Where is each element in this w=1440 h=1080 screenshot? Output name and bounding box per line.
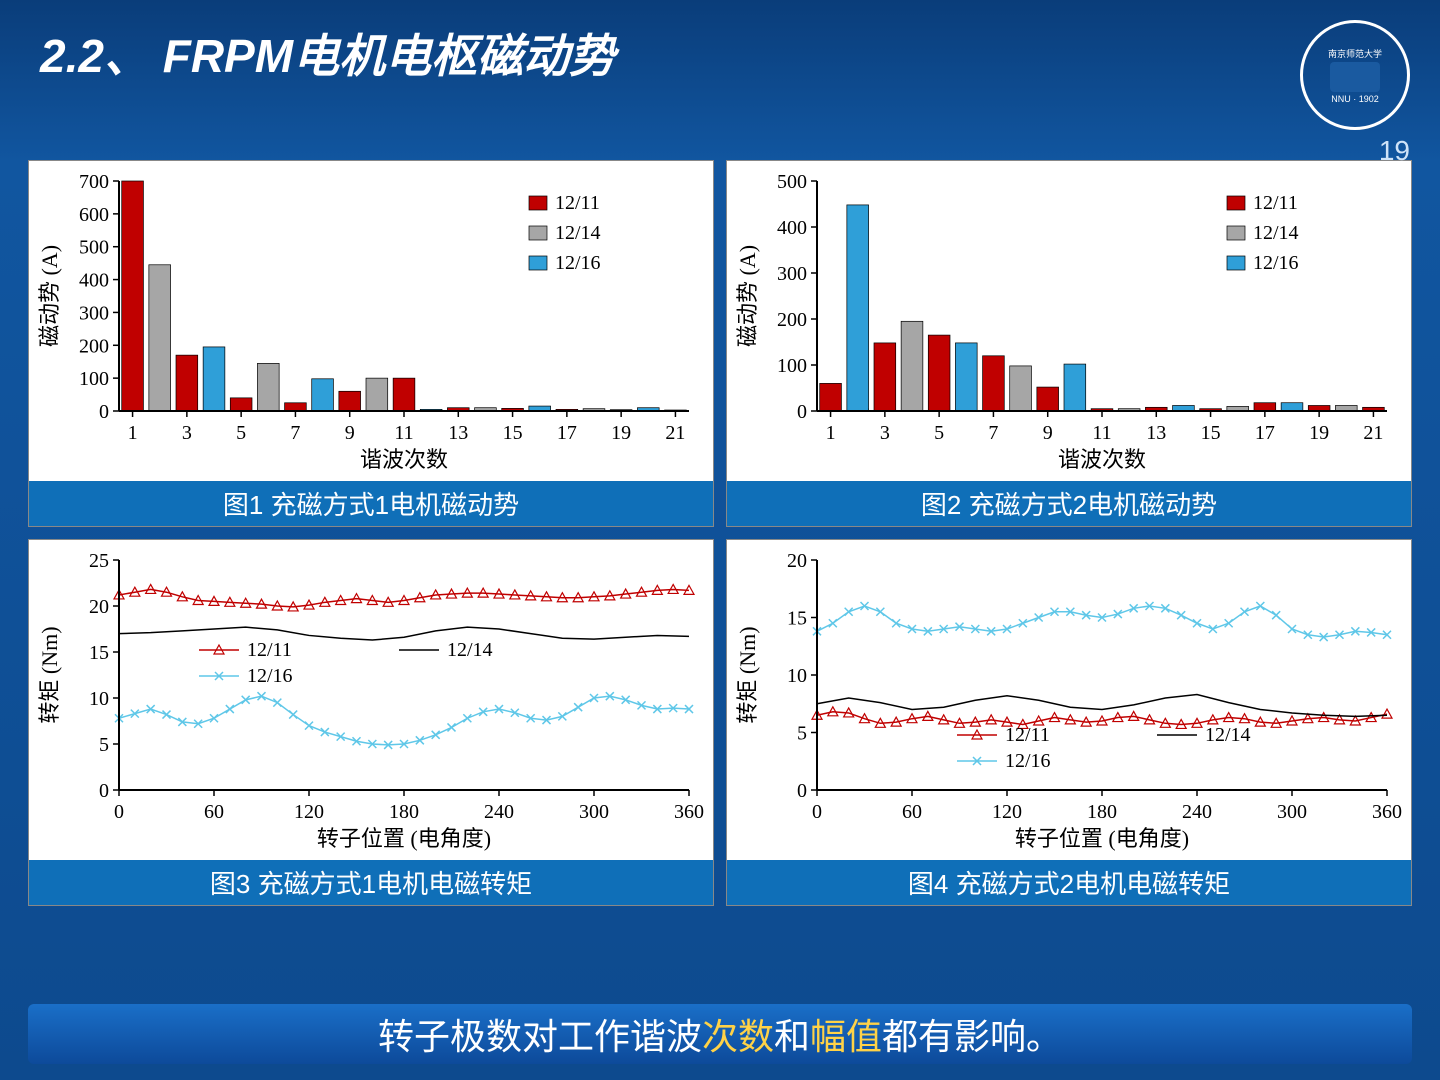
- svg-text:5: 5: [934, 422, 944, 444]
- svg-text:200: 200: [777, 309, 807, 331]
- svg-text:0: 0: [797, 780, 807, 802]
- footer-note: 转子极数对工作谐波 次数 和 幅值 都有影响。: [28, 1004, 1412, 1064]
- svg-text:磁动势 (A): 磁动势 (A): [735, 245, 760, 347]
- svg-text:0: 0: [114, 801, 124, 823]
- svg-text:12/11: 12/11: [1005, 724, 1050, 746]
- panel-chart3: 0 5 10 15 20 25 0 60 120 180 240 300 360 转子位置 (电角度) 转矩…: [28, 539, 714, 906]
- svg-text:10: 10: [89, 688, 109, 710]
- svg-text:19: 19: [611, 422, 631, 444]
- svg-text:120: 120: [294, 801, 324, 823]
- svg-text:5: 5: [99, 734, 109, 756]
- svg-text:3: 3: [182, 422, 192, 444]
- svg-text:10: 10: [787, 665, 807, 687]
- svg-text:12/14: 12/14: [555, 222, 601, 244]
- svg-text:20: 20: [787, 550, 807, 572]
- svg-text:12/14: 12/14: [447, 639, 493, 661]
- svg-text:谐波次数: 谐波次数: [360, 447, 448, 472]
- svg-text:3: 3: [880, 422, 890, 444]
- svg-text:600: 600: [79, 204, 109, 226]
- svg-text:12/16: 12/16: [1253, 252, 1299, 274]
- svg-text:700: 700: [79, 171, 109, 193]
- svg-text:12/16: 12/16: [247, 665, 293, 687]
- caption-chart3: 图3 充磁方式1电机电磁转矩: [29, 860, 713, 905]
- svg-text:12/11: 12/11: [555, 192, 600, 214]
- svg-text:转矩 (Nm): 转矩 (Nm): [735, 626, 760, 723]
- svg-text:300: 300: [579, 801, 609, 823]
- svg-text:12/16: 12/16: [1005, 750, 1051, 772]
- panel-chart4: 0 5 10 15 20 0 60 120 180 240 300 360 转子位置 (电角度) 转矩 (…: [726, 539, 1412, 906]
- svg-text:20: 20: [89, 596, 109, 618]
- svg-text:9: 9: [345, 422, 355, 444]
- svg-text:15: 15: [503, 422, 523, 444]
- svg-text:15: 15: [787, 608, 807, 630]
- svg-text:0: 0: [812, 801, 822, 823]
- svg-text:21: 21: [665, 422, 685, 444]
- svg-text:240: 240: [484, 801, 514, 823]
- svg-text:25: 25: [89, 550, 109, 572]
- svg-text:1: 1: [128, 422, 138, 444]
- svg-text:7: 7: [988, 422, 998, 444]
- svg-text:12/14: 12/14: [1205, 724, 1251, 746]
- caption-chart2: 图2 充磁方式2电机磁动势: [727, 481, 1411, 526]
- svg-text:240: 240: [1182, 801, 1212, 823]
- svg-text:转子位置 (电角度): 转子位置 (电角度): [317, 826, 491, 851]
- svg-text:谐波次数: 谐波次数: [1058, 447, 1146, 472]
- svg-text:500: 500: [79, 237, 109, 259]
- svg-text:360: 360: [1372, 801, 1402, 823]
- panel-chart1: 010020030040050060070013579111315171921谐…: [28, 160, 714, 527]
- caption-chart4: 图4 充磁方式2电机电磁转矩: [727, 860, 1411, 905]
- caption-chart1: 图1 充磁方式1电机磁动势: [29, 481, 713, 526]
- svg-text:120: 120: [992, 801, 1022, 823]
- svg-text:12/11: 12/11: [247, 639, 292, 661]
- svg-text:17: 17: [1255, 422, 1275, 444]
- svg-text:13: 13: [1146, 422, 1166, 444]
- svg-text:100: 100: [79, 368, 109, 390]
- svg-text:0: 0: [99, 780, 109, 802]
- svg-text:15: 15: [89, 642, 109, 664]
- svg-text:180: 180: [1087, 801, 1117, 823]
- svg-text:180: 180: [389, 801, 419, 823]
- svg-text:11: 11: [394, 422, 413, 444]
- chart-grid: 010020030040050060070013579111315171921谐…: [0, 120, 1440, 906]
- svg-text:7: 7: [290, 422, 300, 444]
- svg-text:17: 17: [557, 422, 577, 444]
- panel-chart2: 010020030040050013579111315171921谐波次数磁动势…: [726, 160, 1412, 527]
- svg-text:300: 300: [1277, 801, 1307, 823]
- svg-text:15: 15: [1201, 422, 1221, 444]
- svg-text:400: 400: [79, 270, 109, 292]
- svg-text:磁动势 (A): 磁动势 (A): [37, 245, 62, 347]
- svg-text:0: 0: [797, 401, 807, 423]
- svg-text:100: 100: [777, 355, 807, 377]
- svg-text:11: 11: [1092, 422, 1111, 444]
- svg-text:300: 300: [777, 263, 807, 285]
- university-seal: 南京师范大学 NNU · 1902: [1300, 20, 1410, 130]
- svg-text:13: 13: [448, 422, 468, 444]
- slide-title: 2.2、 FRPM电机电枢磁动势: [40, 20, 1400, 86]
- svg-text:5: 5: [797, 723, 807, 745]
- svg-text:0: 0: [99, 401, 109, 423]
- svg-text:19: 19: [1309, 422, 1329, 444]
- svg-text:300: 300: [79, 302, 109, 324]
- svg-text:12/11: 12/11: [1253, 192, 1298, 214]
- svg-text:60: 60: [204, 801, 224, 823]
- svg-text:9: 9: [1043, 422, 1053, 444]
- slide-header: 2.2、 FRPM电机电枢磁动势 南京师范大学 NNU · 1902: [0, 0, 1440, 120]
- svg-text:1: 1: [826, 422, 836, 444]
- svg-text:500: 500: [777, 171, 807, 193]
- svg-text:12/16: 12/16: [555, 252, 601, 274]
- svg-text:转矩 (Nm): 转矩 (Nm): [37, 626, 62, 723]
- svg-text:12/14: 12/14: [1253, 222, 1299, 244]
- svg-text:21: 21: [1363, 422, 1383, 444]
- svg-text:5: 5: [236, 422, 246, 444]
- svg-text:200: 200: [79, 335, 109, 357]
- svg-text:转子位置 (电角度): 转子位置 (电角度): [1015, 826, 1189, 851]
- svg-text:400: 400: [777, 217, 807, 239]
- svg-text:60: 60: [902, 801, 922, 823]
- svg-text:360: 360: [674, 801, 704, 823]
